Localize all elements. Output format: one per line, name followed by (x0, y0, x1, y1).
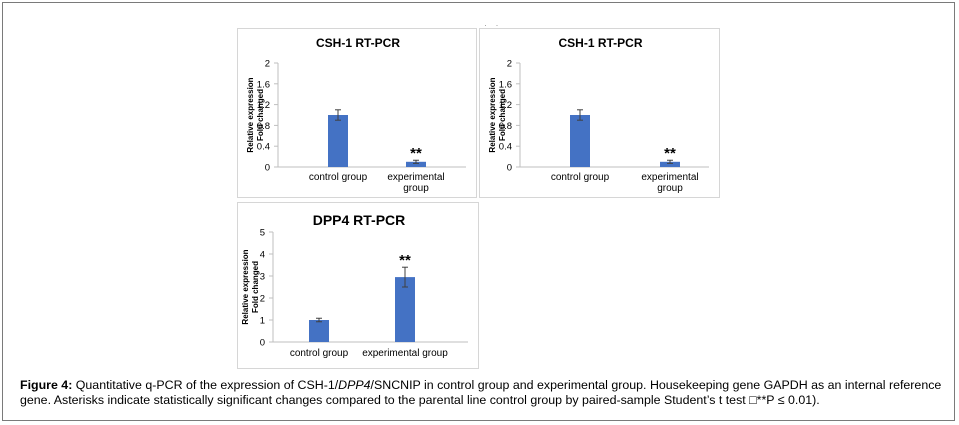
chart-title: DPP4 RT-PCR (313, 212, 406, 228)
x-category-label: control group (551, 172, 610, 183)
x-category-label: experimental (387, 172, 444, 183)
y-tick-label: 5 (260, 228, 265, 239)
caption-label: Figure 4: (20, 378, 73, 392)
chart-csh1-left: CSH-1 RT-PCR Relative expression Fold chan… (246, 36, 466, 194)
bar (395, 277, 415, 342)
chart-panel-dpp4: DPP4 RT-PCR Relative expression Fold chang… (237, 202, 479, 369)
significance-marker: ** (399, 252, 411, 269)
caption-italic-gene: DPP4 (338, 378, 371, 392)
x-category-label: control group (290, 348, 349, 359)
significance-marker: ** (664, 145, 676, 162)
y-tick-label: 2 (265, 59, 270, 70)
y-tick-label: 1 (260, 316, 265, 327)
chart-title: CSH-1 RT-PCR (316, 36, 400, 50)
x-category-label: control group (309, 172, 368, 183)
y-tick-label: 1.6 (499, 79, 512, 90)
y-tick-label: 0 (265, 163, 270, 174)
y-tick-label: 0.8 (257, 121, 270, 132)
figure-frame (2, 2, 955, 421)
y-tick-label: 0 (507, 163, 512, 174)
caption-text-1: Quantitative q-PCR of the expression of … (72, 378, 339, 392)
x-category-label: group (403, 183, 429, 194)
y-tick-label: 3 (260, 272, 265, 283)
y-axis-label-line1: Relative expression (488, 77, 497, 152)
y-tick-label: 1.2 (499, 100, 512, 111)
y-tick-label: 0.4 (257, 142, 270, 153)
bar (570, 115, 590, 167)
y-axis-label-line2: Fold changed (251, 261, 260, 313)
y-tick-label: 0.8 (499, 121, 512, 132)
y-tick-label: 0.4 (499, 142, 512, 153)
y-axis-label-line2: Fold changed (256, 89, 265, 141)
y-axis-label-line1: Relative expression (241, 249, 250, 324)
y-tick-label: 4 (260, 250, 265, 261)
bar (309, 320, 329, 342)
scan-artifact: · · (484, 20, 502, 30)
chart-csh1-right: CSH-1 RT-PCR Relative expression Fold chan… (488, 36, 709, 194)
y-tick-label: 1.6 (257, 79, 270, 90)
y-tick-label: 0 (260, 338, 265, 349)
bar (660, 161, 680, 167)
x-category-label: experimental (641, 172, 698, 183)
chart-dpp4: DPP4 RT-PCR Relative expression Fold chang… (241, 212, 468, 359)
y-tick-label: 2 (260, 294, 265, 305)
bar (328, 115, 348, 167)
x-category-label: experimental group (362, 348, 448, 359)
figure-caption: Figure 4: Quantitative q-PCR of the expr… (20, 378, 955, 408)
chart-panel-csh1-right: CSH-1 RT-PCR Relative expression Fold chan… (479, 28, 720, 198)
y-tick-label: 1.2 (257, 100, 270, 111)
y-tick-label: 2 (507, 59, 512, 70)
chart-title: CSH-1 RT-PCR (558, 36, 642, 50)
caption-text-2: /SNCNIP in control group and experimenta… (20, 378, 942, 407)
bar (406, 161, 426, 167)
chart-panel-csh1-left: CSH-1 RT-PCR Relative expression Fold chan… (237, 28, 477, 198)
significance-marker: ** (410, 145, 422, 162)
y-axis-label-line1: Relative expression (246, 77, 255, 152)
x-category-label: group (657, 183, 683, 194)
y-axis-label-line2: Fold changed (498, 89, 507, 141)
